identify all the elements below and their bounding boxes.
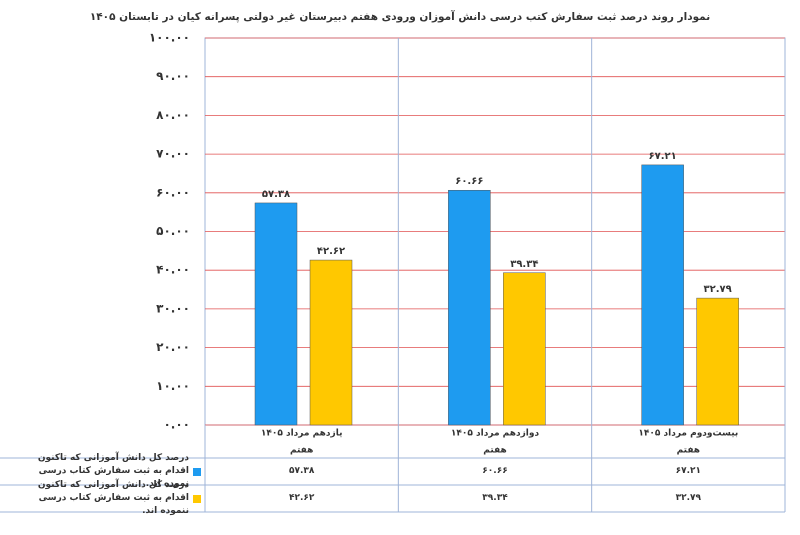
y-tick-label: ۶۰.۰۰ [156,185,190,199]
x-tick-label: یازدهم مرداد ۱۴۰۵ [261,429,343,439]
x-group-label: هفتم [290,446,313,456]
data-label: ۶۰.۶۶ [455,176,483,187]
data-label: ۳۹.۳۴ [510,259,538,270]
y-tick-label: ۷۰.۰۰ [156,147,190,161]
legend-entry: درصد کل دانش آموزانی که تاکنون اقدام به … [0,480,205,516]
bar [448,189,491,426]
table-value: ۳۲.۷۹ [675,493,702,503]
y-tick-label: ۵۰.۰۰ [156,224,190,238]
y-tick-label: ۱۰.۰۰ [156,379,190,393]
y-tick-label: ۱۰۰.۰۰ [149,31,190,45]
legend-entry: درصد کل دانش آموزانی که تاکنون اقدام به … [0,453,205,489]
data-label: ۴۲.۶۲ [317,246,345,257]
x-group-label: هفتم [483,446,506,456]
bar [503,272,546,426]
table-value: ۶۰.۶۶ [482,466,508,476]
x-tick-label: دوازدهم مرداد ۱۴۰۵ [451,429,540,439]
y-tick-label: ۳۰.۰۰ [156,301,190,315]
data-label: ۵۷.۳۸ [262,189,290,200]
x-tick-label: بیست‌ودوم مرداد ۱۴۰۵ [638,429,738,439]
bar [254,202,298,426]
y-tick-label: ۹۰.۰۰ [156,69,190,83]
table-value: ۵۷.۳۸ [288,466,315,476]
legend-swatch [193,467,201,476]
bar [641,164,684,426]
y-tick-label: ۴۰.۰۰ [156,263,190,277]
y-tick-label: ۰.۰۰ [163,418,190,432]
x-group-label: هفتم [677,446,700,456]
data-label: ۳۲.۷۹ [704,284,732,295]
table-value: ۳۹.۳۴ [482,493,508,503]
table-value: ۶۷.۲۱ [675,466,702,476]
data-label: ۶۷.۲۱ [649,151,677,162]
bar [696,297,739,426]
y-tick-label: ۲۰.۰۰ [156,340,190,354]
legend-swatch [193,494,201,503]
legend-label: درصد کل دانش آموزانی که تاکنون اقدام به … [37,453,189,489]
table-value: ۴۲.۶۲ [288,493,315,503]
legend-label: درصد کل دانش آموزانی که تاکنون اقدام به … [37,480,189,516]
bar [309,259,353,426]
chart-title: نمودار روند درصد ثبت سفارش کتب درسی دانش… [90,10,710,23]
y-tick-label: ۸۰.۰۰ [156,108,190,122]
